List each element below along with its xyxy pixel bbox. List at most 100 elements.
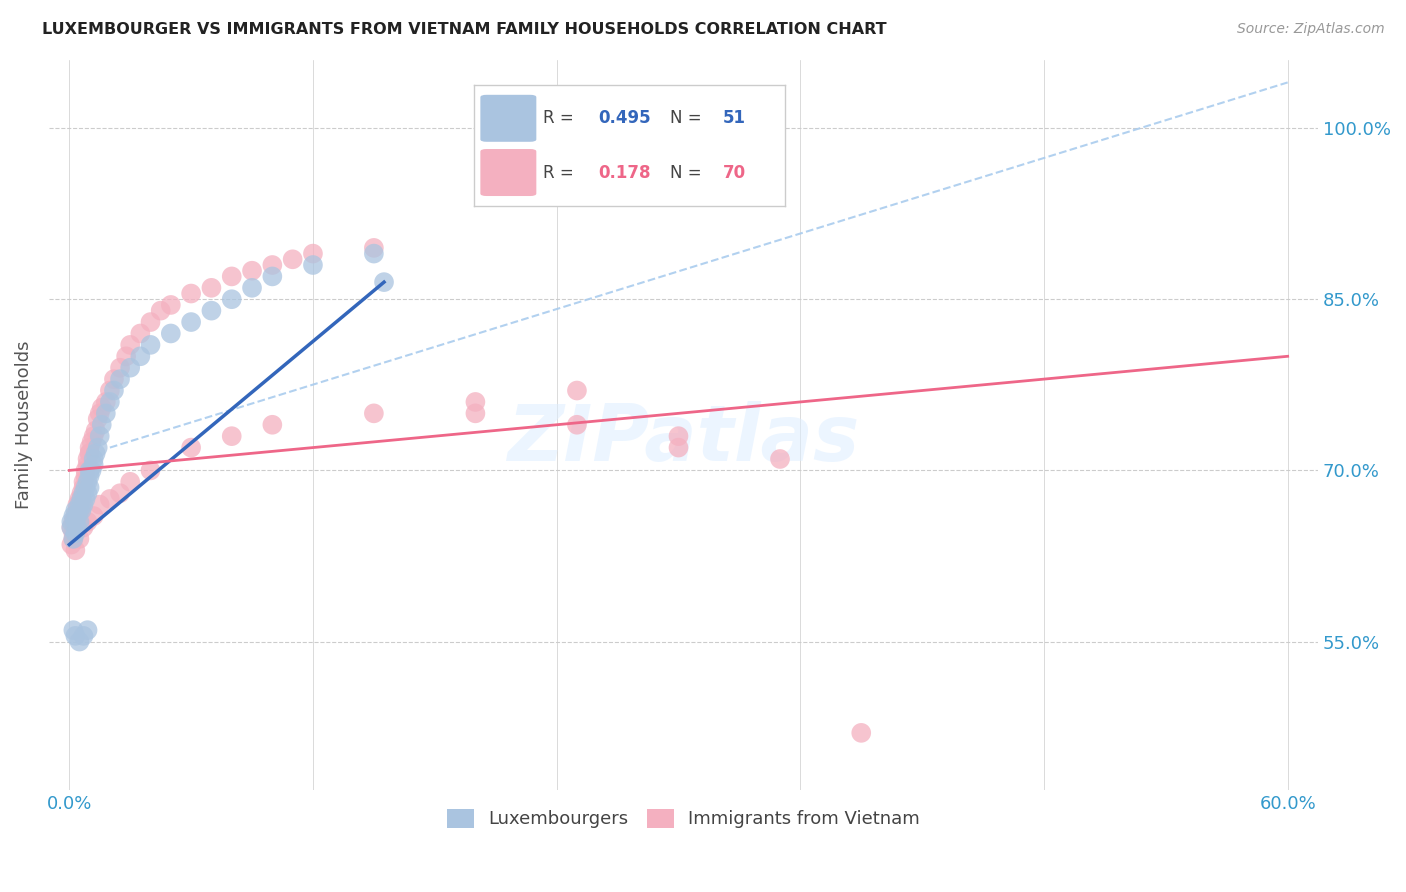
Point	[139, 315, 162, 329]
Point	[67, 634, 90, 648]
Point	[668, 441, 690, 455]
Point	[66, 498, 89, 512]
Text: ZIPatlas: ZIPatlas	[508, 401, 859, 477]
Point	[66, 503, 89, 517]
Point	[115, 349, 138, 363]
Point	[851, 726, 873, 740]
Point	[75, 491, 97, 506]
Point	[65, 526, 87, 541]
Point	[180, 315, 202, 329]
Point	[98, 395, 121, 409]
Point	[72, 475, 94, 489]
Point	[363, 246, 385, 260]
Point	[62, 532, 84, 546]
Point	[79, 446, 101, 460]
Point	[120, 360, 142, 375]
Point	[76, 515, 98, 529]
Point	[65, 503, 87, 517]
Point	[221, 269, 243, 284]
Point	[76, 486, 98, 500]
Point	[281, 252, 304, 267]
Point	[120, 475, 142, 489]
Point	[70, 491, 93, 506]
Point	[83, 429, 105, 443]
Point	[94, 395, 117, 409]
Point	[98, 384, 121, 398]
Point	[62, 532, 84, 546]
Point	[89, 429, 111, 443]
Point	[60, 538, 83, 552]
Point	[159, 298, 181, 312]
Point	[66, 520, 89, 534]
Point	[60, 520, 83, 534]
Point	[70, 486, 93, 500]
Point	[302, 258, 325, 272]
Point	[108, 486, 131, 500]
Point	[464, 395, 486, 409]
Point	[80, 463, 103, 477]
Point	[103, 372, 125, 386]
Point	[70, 498, 93, 512]
Point	[221, 429, 243, 443]
Point	[90, 417, 112, 432]
Point	[129, 349, 152, 363]
Point	[129, 326, 152, 341]
Point	[65, 515, 87, 529]
Point	[90, 401, 112, 415]
Point	[221, 292, 243, 306]
Point	[240, 263, 263, 277]
Point	[76, 623, 98, 637]
Point	[108, 372, 131, 386]
Point	[84, 424, 107, 438]
Point	[464, 406, 486, 420]
Point	[302, 246, 325, 260]
Point	[103, 384, 125, 398]
Point	[149, 303, 172, 318]
Point	[62, 515, 84, 529]
Point	[67, 491, 90, 506]
Point	[67, 515, 90, 529]
Point	[70, 503, 93, 517]
Text: LUXEMBOURGER VS IMMIGRANTS FROM VIETNAM FAMILY HOUSEHOLDS CORRELATION CHART: LUXEMBOURGER VS IMMIGRANTS FROM VIETNAM …	[42, 22, 887, 37]
Point	[76, 452, 98, 467]
Point	[72, 498, 94, 512]
Point	[108, 360, 131, 375]
Point	[565, 384, 588, 398]
Point	[373, 275, 395, 289]
Point	[83, 458, 105, 472]
Legend: Luxembourgers, Immigrants from Vietnam: Luxembourgers, Immigrants from Vietnam	[440, 802, 928, 836]
Point	[62, 526, 84, 541]
Point	[83, 452, 105, 467]
Point	[79, 481, 101, 495]
Point	[66, 509, 89, 524]
Point	[67, 503, 90, 517]
Point	[66, 509, 89, 524]
Point	[139, 338, 162, 352]
Point	[65, 515, 87, 529]
Text: Source: ZipAtlas.com: Source: ZipAtlas.com	[1237, 22, 1385, 37]
Point	[94, 406, 117, 420]
Point	[98, 491, 121, 506]
Point	[79, 469, 101, 483]
Point	[769, 452, 792, 467]
Point	[65, 543, 87, 558]
Point	[72, 486, 94, 500]
Point	[262, 417, 284, 432]
Point	[262, 269, 284, 284]
Point	[79, 446, 101, 460]
Point	[80, 434, 103, 449]
Point	[67, 503, 90, 517]
Point	[79, 463, 101, 477]
Point	[76, 458, 98, 472]
Point	[565, 417, 588, 432]
Point	[75, 463, 97, 477]
Y-axis label: Family Households: Family Households	[15, 341, 32, 509]
Point	[60, 515, 83, 529]
Point	[363, 406, 385, 420]
Point	[240, 281, 263, 295]
Point	[363, 241, 385, 255]
Point	[200, 303, 222, 318]
Point	[84, 446, 107, 460]
Point	[139, 463, 162, 477]
Point	[72, 629, 94, 643]
